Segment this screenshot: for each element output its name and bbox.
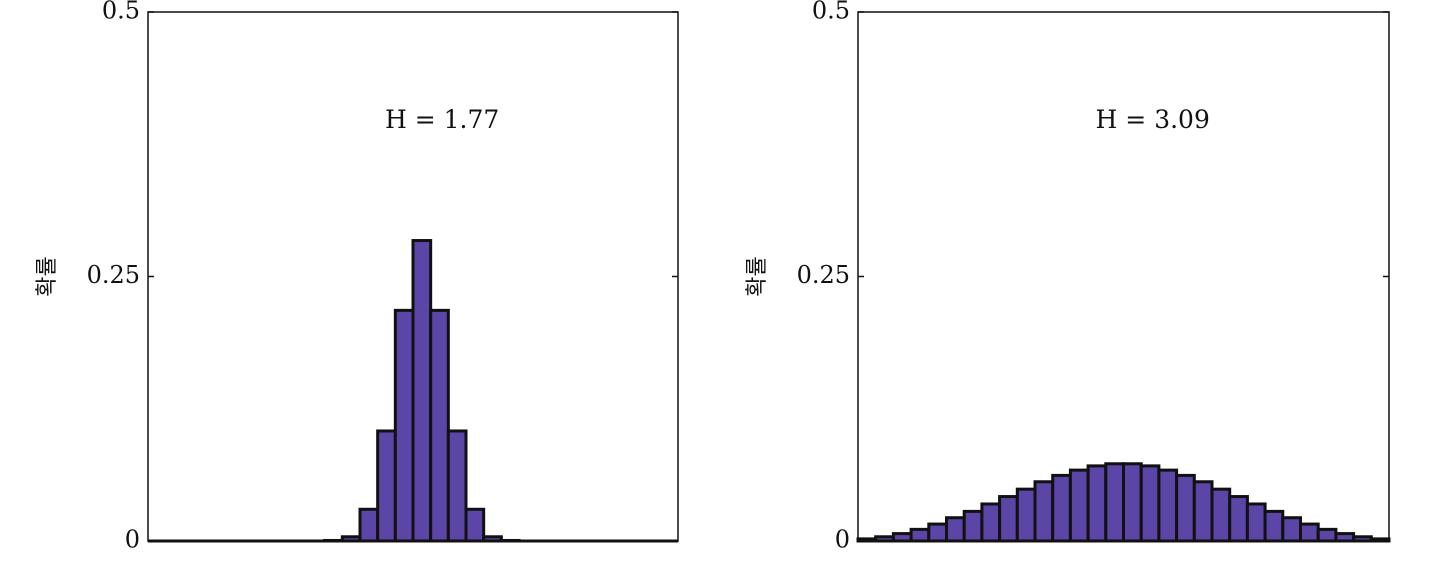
bar [1263,509,1285,543]
bar [393,308,415,543]
bar [358,507,380,543]
axes-frame [857,11,1390,542]
bar [1086,464,1108,543]
y-tick-label: 0 [125,526,140,554]
bar [446,429,468,543]
bar [1299,522,1320,543]
y-axis-label: 확률 [745,256,770,296]
bar [1228,495,1249,543]
y-tick-label: 0.5 [102,0,140,25]
bar [1015,487,1037,543]
bar [1051,473,1072,543]
bar [980,502,1002,543]
entropy-annotation: H = 1.77 [385,105,499,134]
bar [1281,516,1303,543]
right-chart-panel: 0 0.25 0.5 확률 H = 3.09 [745,0,1391,554]
bar [1068,468,1090,543]
bar [1192,480,1214,543]
bar [909,527,931,543]
bar [1122,462,1143,543]
bar [998,495,1019,543]
bar [945,516,966,543]
bar [927,522,948,543]
bar [429,308,450,543]
bar [411,239,433,543]
bar [1210,487,1232,543]
bar [1157,468,1179,543]
bar [1104,462,1126,543]
bar [1316,527,1338,543]
bar [1033,480,1055,543]
y-axis-label: 확률 [35,256,60,296]
bar [1245,502,1267,543]
y-tick-label: 0.5 [812,0,850,25]
bar [376,429,397,543]
entropy-annotation: H = 3.09 [1096,105,1210,134]
y-tick-label: 0.25 [87,261,140,289]
bar [464,507,486,543]
bar [962,509,984,543]
y-tick-label: 0 [835,526,850,554]
y-tick-label: 0.25 [797,261,850,289]
bar [1139,464,1161,543]
left-chart-panel: 0 0.25 0.5 확률 H = 1.77 [35,0,679,554]
bar [1175,473,1196,543]
